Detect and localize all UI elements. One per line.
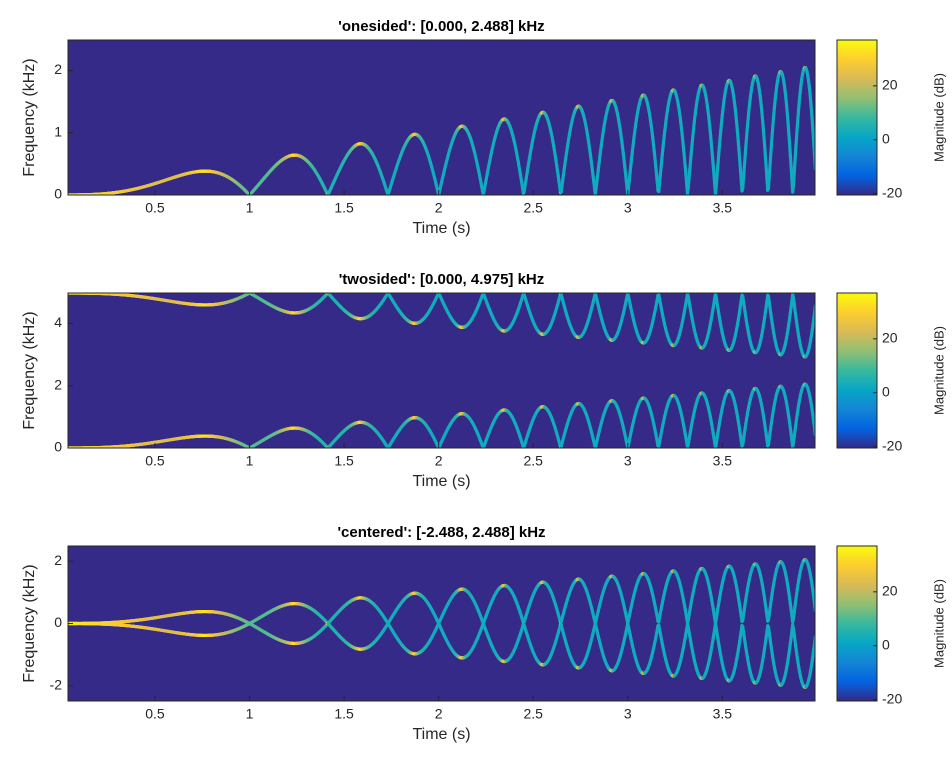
spectral-line bbox=[794, 126, 799, 141]
spectral-line bbox=[810, 120, 815, 135]
x-tick-label: 3.5 bbox=[713, 200, 733, 216]
x-tick-label: 2.5 bbox=[523, 200, 543, 216]
x-axis-label: Time (s) bbox=[412, 473, 470, 490]
spectral-line bbox=[812, 142, 815, 159]
spectral-line bbox=[811, 131, 815, 147]
x-tick-label: 3 bbox=[624, 453, 632, 469]
spectral-line bbox=[742, 155, 747, 170]
spectral-line bbox=[789, 166, 794, 182]
spectral-line bbox=[788, 154, 793, 170]
spectral-line bbox=[741, 176, 746, 191]
y-tick-label: 1 bbox=[54, 123, 62, 139]
plot-background bbox=[68, 293, 815, 448]
spectral-line bbox=[766, 175, 771, 190]
colorbar-label: Magnitude (dB) bbox=[931, 326, 946, 415]
spectral-lines bbox=[68, 293, 815, 448]
x-tick-label: 0.5 bbox=[145, 453, 165, 469]
spectral-line bbox=[768, 153, 773, 168]
x-tick-label: 1.5 bbox=[334, 453, 354, 469]
x-tick-label: 1 bbox=[246, 200, 254, 216]
spectral-line bbox=[767, 164, 772, 179]
y-tick-label: 0 bbox=[54, 186, 62, 202]
y-tick-label: 4 bbox=[54, 314, 62, 330]
spectral-line bbox=[795, 115, 800, 130]
spectral-line bbox=[738, 168, 743, 182]
plot-frame bbox=[67, 292, 816, 449]
plot-background bbox=[68, 40, 815, 195]
chart-title: 'onesided': [0.000, 2.488] kHz bbox=[338, 18, 544, 35]
colorbar-tick-label: -20 bbox=[882, 437, 902, 453]
spectral-line bbox=[743, 145, 748, 159]
spectral-line bbox=[770, 122, 775, 136]
colorbar-label: Magnitude (dB) bbox=[931, 73, 946, 162]
spectral-line bbox=[741, 165, 746, 180]
y-tick-label: 0 bbox=[54, 439, 62, 455]
spectral-line bbox=[712, 173, 717, 187]
colorbar-tick-label: 20 bbox=[882, 330, 898, 346]
y-tick-label: 2 bbox=[54, 61, 62, 77]
spectral-line bbox=[737, 148, 742, 162]
plot-frame bbox=[67, 39, 816, 196]
x-tick-label: 3.5 bbox=[713, 453, 733, 469]
colorbar bbox=[836, 39, 878, 196]
spectral-line bbox=[792, 160, 797, 176]
spectral-line bbox=[787, 132, 792, 147]
y-tick-label: 2 bbox=[54, 376, 62, 392]
x-tick-label: 2 bbox=[435, 200, 443, 216]
spectral-line bbox=[786, 122, 791, 136]
spectral-line bbox=[762, 134, 767, 149]
spectral-line bbox=[788, 143, 793, 158]
spectral-line bbox=[769, 142, 774, 157]
colorbar-tick-label: 20 bbox=[882, 77, 898, 93]
spectral-line bbox=[794, 136, 799, 152]
x-tick-label: 0.5 bbox=[145, 200, 165, 216]
x-tick-label: 1.5 bbox=[334, 200, 354, 216]
spectral-line bbox=[763, 144, 768, 159]
x-axis-label: Time (s) bbox=[412, 220, 470, 237]
spectral-line bbox=[791, 172, 796, 188]
spectral-line bbox=[764, 166, 769, 181]
plot-background bbox=[68, 546, 815, 701]
colorbar-tick-label: -20 bbox=[882, 184, 902, 200]
spectral-line bbox=[738, 158, 743, 172]
spectral-lines bbox=[68, 65, 815, 195]
spectral-line bbox=[744, 136, 749, 149]
y-axis-label: Frequency (kHz) bbox=[21, 311, 38, 429]
colorbar-tick-label: 0 bbox=[882, 130, 890, 146]
spectral-line bbox=[715, 164, 720, 178]
spectral-line bbox=[763, 155, 768, 170]
spectral-line bbox=[714, 174, 719, 188]
colorbar bbox=[836, 292, 878, 449]
spectral-line bbox=[769, 132, 774, 146]
colorbar-tick-label: 0 bbox=[882, 383, 890, 399]
x-tick-label: 2.5 bbox=[523, 453, 543, 469]
spectral-line bbox=[809, 110, 814, 124]
chart-title: 'twosided': [0.000, 4.975] kHz bbox=[339, 271, 545, 288]
spectral-line bbox=[793, 148, 798, 164]
x-tick-label: 1 bbox=[246, 453, 254, 469]
x-tick-label: 2 bbox=[435, 453, 443, 469]
y-axis-label: Frequency (kHz) bbox=[21, 58, 38, 176]
spectral-lines bbox=[68, 558, 815, 689]
x-tick-label: 3 bbox=[624, 200, 632, 216]
